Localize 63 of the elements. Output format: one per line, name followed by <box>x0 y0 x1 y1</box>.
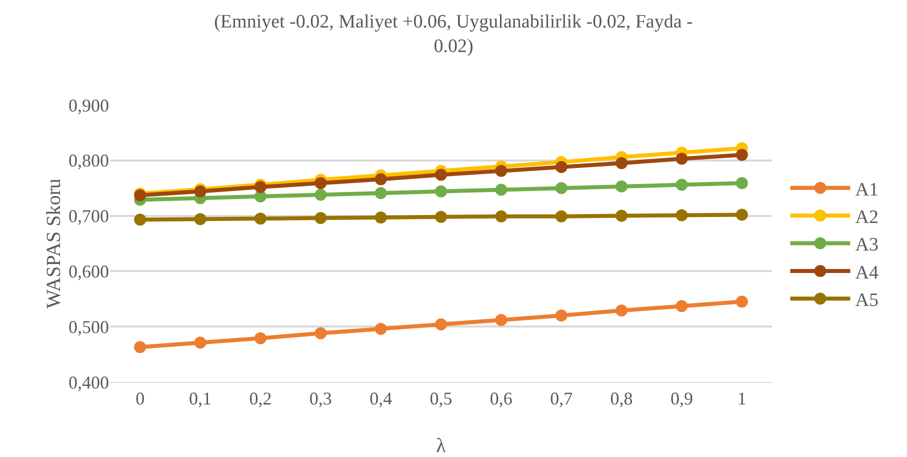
point <box>314 188 327 201</box>
point <box>736 296 748 308</box>
point <box>435 210 447 223</box>
point <box>374 322 387 335</box>
x-tick-label: 0,2 <box>249 388 272 409</box>
x-tick-label: 0,3 <box>309 388 332 409</box>
point <box>616 180 628 192</box>
point <box>254 332 266 344</box>
point <box>314 177 327 190</box>
point <box>374 173 387 186</box>
point <box>495 314 508 326</box>
x-tick-label: 0,5 <box>430 388 452 409</box>
point <box>374 187 387 200</box>
x-axis-title: λ <box>436 435 446 457</box>
point <box>495 164 508 177</box>
point <box>555 310 568 322</box>
x-tick-label: 0,7 <box>550 388 573 409</box>
y-tick-label: 0,800 <box>68 150 109 171</box>
point <box>555 182 568 194</box>
point <box>495 210 508 222</box>
point <box>194 336 206 349</box>
legend-label: A4 <box>855 262 879 284</box>
x-tick-label: 0,8 <box>610 388 633 409</box>
point <box>555 210 568 222</box>
point <box>676 209 688 222</box>
point <box>495 184 508 196</box>
point <box>134 214 146 226</box>
x-tick-label: 0,9 <box>670 388 693 409</box>
y-tick-label: 0,700 <box>68 206 109 226</box>
y-tick-label: 0,900 <box>68 95 109 116</box>
point <box>616 210 628 222</box>
point <box>134 341 146 354</box>
chart-title: (Emniyet -0.02, Maliyet +0.06, Uygulanabilirlik -0.02, Fayda - 0.02) <box>214 11 693 58</box>
point <box>616 157 628 170</box>
point <box>555 161 568 174</box>
x-tick-label: 0 <box>136 388 145 409</box>
point <box>736 148 748 161</box>
point <box>676 178 688 191</box>
x-tick-label: 0,6 <box>490 388 512 409</box>
point <box>435 318 447 330</box>
x-tick-label: 1 <box>737 388 746 409</box>
legend-label: A3 <box>855 234 878 256</box>
point <box>374 211 387 224</box>
legend-label: A5 <box>855 290 878 312</box>
y-axis-title: WASPAS Skoru <box>43 178 65 308</box>
y-tick-label: 0,500 <box>68 316 109 337</box>
point <box>194 213 206 226</box>
legend-label: A1 <box>855 179 878 200</box>
x-tick-label: 0,1 <box>189 388 212 409</box>
legend-label: A2 <box>855 206 878 228</box>
x-tick-label: 0,4 <box>370 388 392 409</box>
y-tick-label: 0,400 <box>68 372 109 392</box>
point <box>736 177 748 190</box>
point <box>254 212 266 225</box>
point <box>314 212 327 224</box>
point <box>676 300 688 312</box>
point <box>616 304 628 317</box>
point <box>435 168 447 181</box>
point <box>736 208 748 221</box>
point <box>676 152 688 165</box>
point <box>314 327 327 340</box>
point <box>435 185 447 198</box>
y-tick-label: 0,600 <box>68 262 109 282</box>
